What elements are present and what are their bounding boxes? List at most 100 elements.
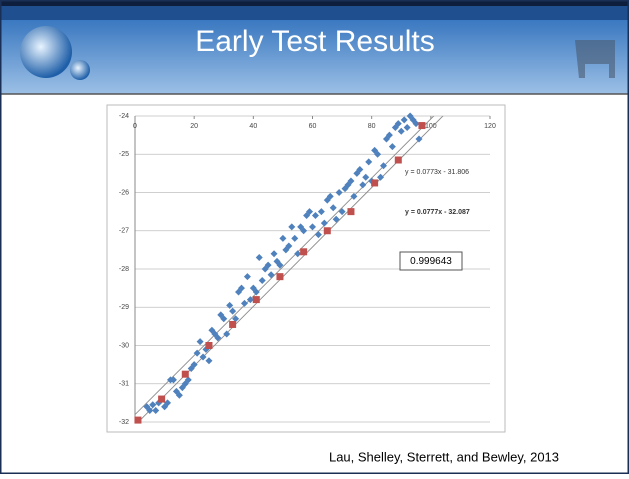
diamond-marker <box>249 284 257 292</box>
square-marker <box>418 122 426 130</box>
annotation-box <box>399 251 463 271</box>
y-tick-label: -30 <box>119 342 129 349</box>
square-marker <box>371 179 379 187</box>
slide-title: Early Test Results <box>195 25 435 58</box>
diamond-marker <box>335 189 343 196</box>
diamond-marker <box>255 254 263 262</box>
diamond-marker <box>226 301 234 309</box>
diamond-marker <box>314 231 322 239</box>
diamond-marker <box>294 250 302 258</box>
diamond-marker <box>199 353 207 361</box>
y-tick-label: -28 <box>119 266 129 273</box>
x-tick-label: 80 <box>368 123 376 130</box>
diamond-marker <box>252 288 260 296</box>
x-tick-label: 60 <box>309 123 317 130</box>
diamond-marker <box>220 315 228 323</box>
diamond-marker <box>196 338 204 346</box>
square-marker <box>229 320 237 328</box>
square-marker <box>394 156 402 164</box>
diamond-marker <box>403 123 411 131</box>
trendline-equation: y = 0.0773x - 31.806 <box>405 169 469 176</box>
diamond-marker <box>205 357 213 365</box>
diamond-marker <box>306 208 314 216</box>
diamond-marker <box>291 234 299 242</box>
square-marker <box>347 208 355 216</box>
square-marker <box>158 395 166 403</box>
diamond-marker <box>359 181 367 189</box>
diamond-marker <box>149 401 157 409</box>
cow-image <box>575 40 615 78</box>
top-strip <box>0 0 629 6</box>
y-tick-label: -31 <box>119 381 129 388</box>
diamond-marker <box>329 204 337 212</box>
x-tick-label: 0 <box>133 123 137 130</box>
annotation: 0.999643 <box>410 256 452 267</box>
diamond-marker <box>288 223 296 231</box>
diamond-marker <box>270 250 278 258</box>
square-marker <box>181 370 189 378</box>
header <box>0 20 629 94</box>
diamond-marker <box>365 158 373 166</box>
top-band <box>0 6 629 20</box>
diamond-marker <box>320 219 328 227</box>
diamond-marker <box>377 173 385 181</box>
y-tick-label: -32 <box>119 419 129 426</box>
square-marker <box>323 227 331 235</box>
diamond-marker <box>300 227 308 235</box>
diamond-marker <box>362 173 370 181</box>
square-marker <box>134 416 142 424</box>
diamond-marker <box>356 166 364 174</box>
diamond-marker <box>317 208 325 216</box>
diamond-marker <box>229 307 237 315</box>
diamond-marker <box>347 177 355 185</box>
diamond-marker <box>350 192 358 200</box>
diamond-marker <box>223 330 231 338</box>
diamond-marker <box>175 391 183 399</box>
y-tick-label: -27 <box>119 228 129 235</box>
diamond-marker <box>385 131 393 139</box>
diamond-marker <box>397 127 405 135</box>
diamond-marker <box>400 116 408 124</box>
diamond-marker <box>169 376 177 384</box>
diamond-marker <box>309 223 316 231</box>
caption: Lau, Shelley, Sterrett, and Bewley, 2013 <box>329 449 559 464</box>
diamond-marker <box>240 299 248 307</box>
diamond-marker <box>258 276 266 284</box>
diamond-marker <box>394 120 402 128</box>
diamond-marker <box>311 211 319 219</box>
diamond-marker <box>238 284 245 292</box>
y-tick-label: -26 <box>119 189 129 196</box>
diamond-marker <box>146 407 154 415</box>
y-tick-label: -24 <box>119 113 129 120</box>
diamond-marker <box>246 296 254 304</box>
diamond-marker <box>338 208 346 216</box>
diamond-marker <box>285 242 293 250</box>
diamond-marker <box>279 234 287 242</box>
logo-globe <box>20 26 72 78</box>
diamond-marker <box>267 271 275 279</box>
diamond-marker <box>164 399 172 407</box>
y-tick-label: -29 <box>119 304 129 311</box>
diamond-marker <box>264 261 272 269</box>
diamond-marker <box>193 349 201 357</box>
trendline-equation: y = 0.0777x - 32.087 <box>405 209 470 216</box>
square-marker <box>300 248 308 256</box>
x-tick-label: 100 <box>425 123 437 130</box>
x-tick-label: 120 <box>484 123 496 130</box>
square-marker <box>276 273 284 281</box>
x-tick-label: 40 <box>249 123 257 130</box>
diamond-marker <box>415 135 423 143</box>
diamond-marker <box>190 361 198 369</box>
diamond-marker <box>232 315 240 323</box>
diamond-marker <box>276 261 284 269</box>
diamond-marker <box>374 150 382 158</box>
diamond-marker <box>412 120 420 128</box>
diamond-marker <box>388 143 396 151</box>
square-marker <box>205 342 213 349</box>
x-tick-label: 20 <box>190 123 198 130</box>
trendline <box>135 116 435 415</box>
diamond-marker <box>184 376 192 384</box>
y-tick-label: -25 <box>119 151 129 158</box>
square-marker <box>252 296 260 304</box>
